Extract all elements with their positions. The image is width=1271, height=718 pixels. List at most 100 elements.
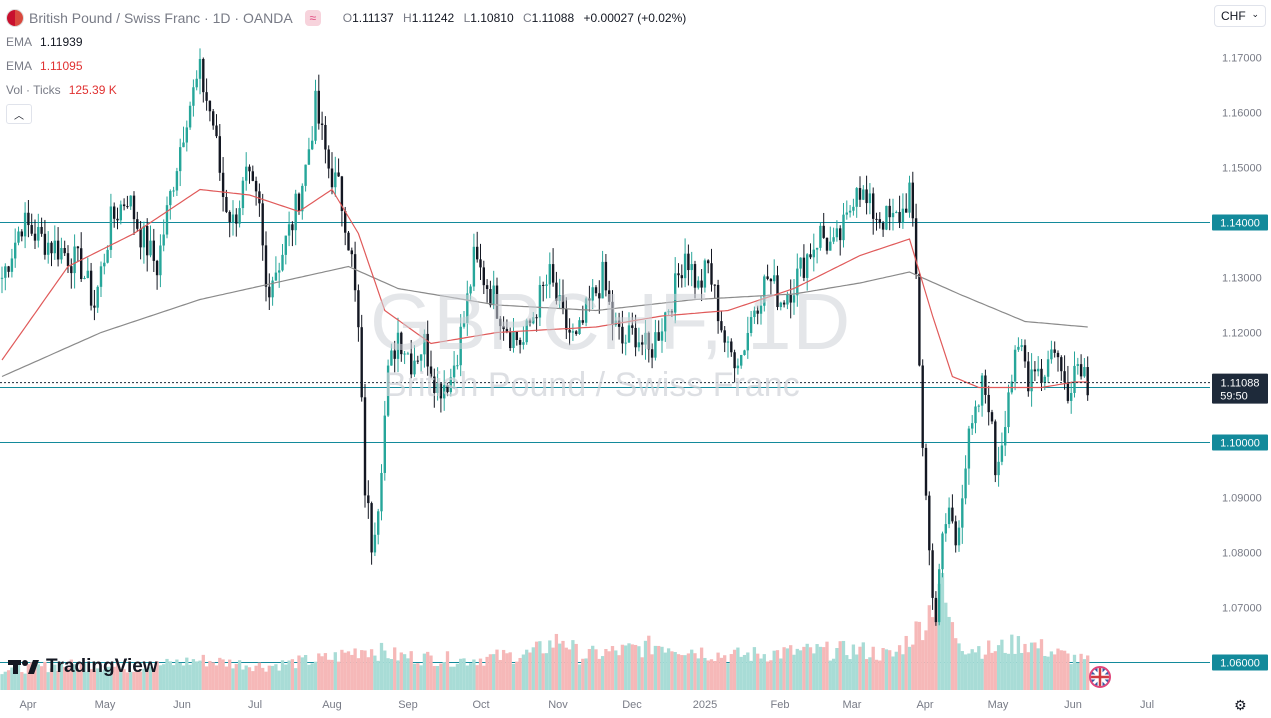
volume-bar [426,651,430,690]
candle [360,314,363,402]
volume-bar [488,654,493,690]
volume-bar [515,661,519,690]
candle [1079,354,1083,380]
level-price-label: 1.06000 [1212,654,1268,671]
candle [20,229,23,242]
volume-bar [874,659,879,690]
candle [248,164,251,184]
candle [482,260,485,295]
currency-button[interactable]: CHF ⌄ [1214,5,1266,27]
indicator-volume[interactable]: Vol · Ticks 125.39 K [6,83,117,97]
volume-bar [977,646,981,690]
collapse-legend-button[interactable]: ︿ [6,104,32,124]
candle [278,262,281,288]
compare-icon[interactable]: ≈ [304,10,321,26]
candle [33,219,37,249]
candle [740,354,743,369]
price-axis[interactable]: 1.17000 1.16000 1.15000 1.13000 1.12000 1.090… [1210,0,1271,718]
volume-bar [462,658,466,690]
candle [895,210,898,214]
volume-bar [1013,653,1017,690]
volume-bar [604,649,608,690]
gbp-chf-flag-icon [6,9,24,27]
candle [608,280,611,305]
candle [426,320,429,376]
candle [1010,374,1013,395]
x-tick-label: Oct [472,699,489,711]
candle [611,290,614,341]
volume-bar [346,651,351,690]
volume-bar [917,621,922,690]
watermark-name: British Pound / Swiss Franc [384,366,800,404]
volume-bar [155,661,159,690]
candle [287,211,291,247]
candle [37,213,40,248]
volume-bar [792,654,796,690]
gear-icon[interactable]: ⚙ [1234,697,1247,713]
candle [515,331,518,346]
candle [172,186,175,197]
indicator-ema-1[interactable]: EMA 1.11939 [6,35,83,49]
volume-bar [1069,664,1073,690]
candle [713,284,716,299]
candle [660,318,664,353]
volume-bar [904,635,908,690]
candle [495,277,499,319]
volume-bar [432,666,436,690]
candle [726,336,730,358]
volume-bar [937,583,941,690]
candle [149,225,152,258]
volume-bar [775,650,780,690]
candle [225,189,228,214]
candle [627,312,631,343]
volume-bar [336,661,341,690]
volume-bar [600,656,605,690]
candle [865,175,868,215]
volume-bar [802,646,806,690]
y-tick-label: 1.09000 [1222,493,1262,505]
candle [238,200,241,228]
volume-bar [198,660,202,690]
volume-bar [574,643,578,690]
volume-bar [716,652,720,690]
y-tick-label: 1.08000 [1222,548,1262,560]
candle [76,245,80,262]
volume-bar [970,649,974,690]
volume-bar [261,667,265,690]
x-tick-label: Apr [19,699,36,711]
candle [901,193,905,229]
candle [281,244,284,272]
symbol-title[interactable]: British Pound / Swiss Franc · 1D · OANDA [29,10,293,26]
candle [370,501,373,565]
volume-bar [614,650,618,690]
candle [466,280,469,336]
volume-bar [89,669,93,690]
candle [476,231,479,263]
volume-bar [152,667,156,690]
tradingview-logo[interactable]: TradingView [8,656,158,678]
candle [581,305,584,325]
candle [667,309,670,316]
time-axis[interactable]: Apr May Jun Jul Aug Sep Oct Nov Dec 2025 Feb Mar Apr… [19,699,1154,711]
symbol-row[interactable]: British Pound / Swiss Franc · 1D · OANDA… [6,6,692,30]
uk-flag-icon[interactable] [1089,666,1111,688]
candle [258,183,261,217]
volume-bar [162,664,166,690]
candle [542,281,545,302]
volume-bar [475,665,479,690]
volume-bar [960,651,964,690]
volume-bar [564,647,568,690]
candle [208,100,212,122]
volume-bar [1039,639,1044,690]
candle [858,176,862,207]
volume-bar [610,646,615,690]
candle [799,257,802,277]
candle [337,158,340,177]
indicator-ema-2[interactable]: EMA 1.11095 [6,59,83,73]
candle [363,383,367,508]
volume-bar [818,646,823,690]
candle [878,212,881,229]
volume-bar [191,659,196,690]
